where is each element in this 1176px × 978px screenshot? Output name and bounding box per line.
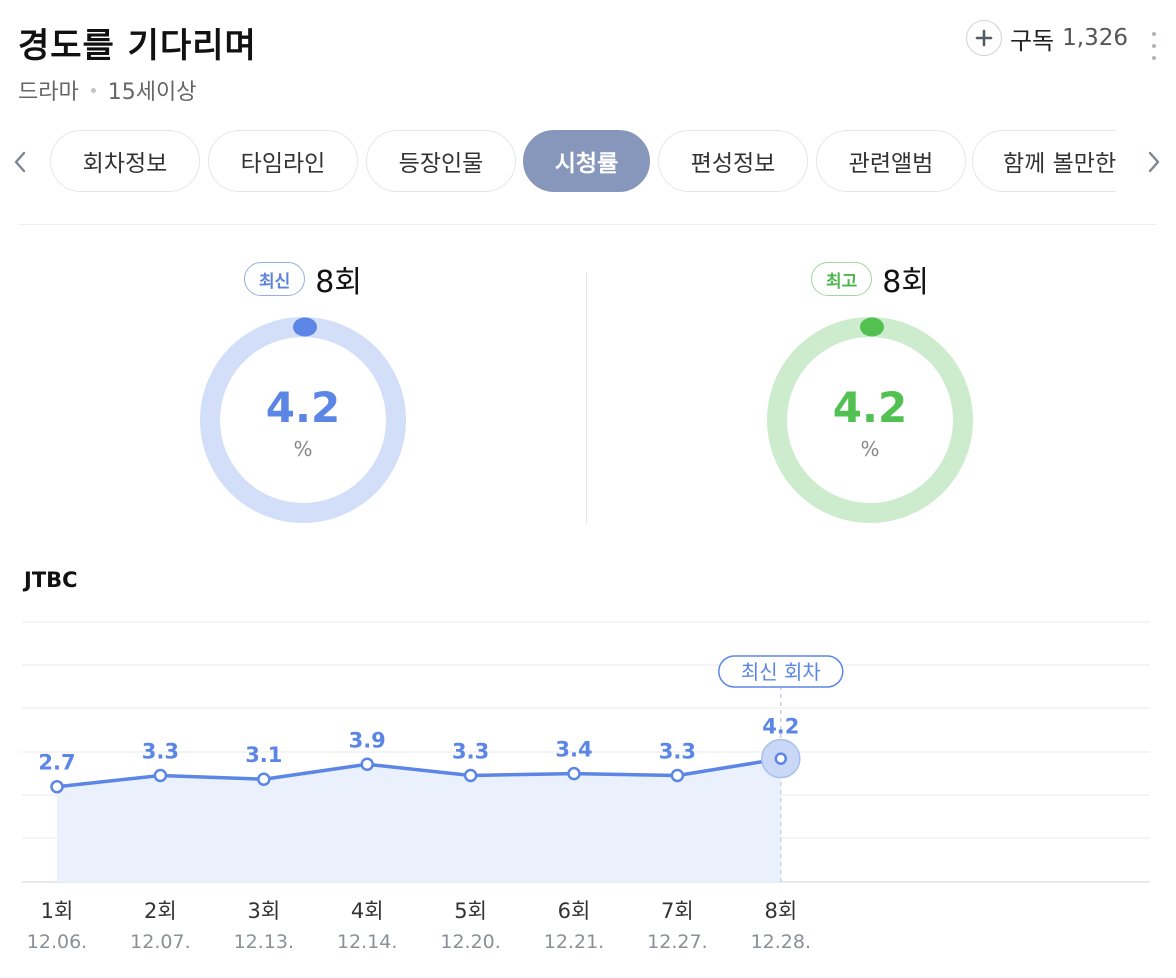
subscribe-label[interactable]: 구독 bbox=[1009, 26, 1055, 55]
latest-episode-callout bbox=[718, 655, 844, 688]
x-date-label: 12.20. bbox=[440, 931, 500, 953]
genre-label: 드라마 bbox=[18, 80, 79, 105]
section-divider bbox=[18, 224, 1156, 225]
x-date-label: 12.21. bbox=[544, 931, 604, 953]
data-point[interactable] bbox=[153, 768, 168, 783]
highest-rating-unit: % bbox=[860, 437, 880, 461]
age-rating-label: 15세이상 bbox=[107, 80, 197, 105]
x-date-label: 12.14. bbox=[337, 931, 397, 953]
data-label: 3.3 bbox=[452, 739, 489, 763]
data-point[interactable] bbox=[360, 757, 374, 772]
latest-badge: 최신 bbox=[244, 262, 306, 296]
separator-dot bbox=[90, 87, 96, 93]
tab-related-albums[interactable]: 관련앨범 bbox=[816, 130, 966, 192]
data-label: 3.1 bbox=[245, 743, 282, 767]
x-tick-label: 2회 bbox=[144, 899, 177, 923]
subscriber-count: 1,326 bbox=[1062, 25, 1128, 51]
program-title: 경도를 기다리며 bbox=[18, 26, 257, 66]
latest-rating-unit: % bbox=[293, 437, 313, 461]
latest-rating-ring: 4.2 % bbox=[193, 310, 413, 530]
x-tick-label: 3회 bbox=[247, 899, 280, 923]
data-point[interactable] bbox=[463, 768, 478, 783]
chevron-left-icon bbox=[14, 151, 26, 173]
latest-episode-callout-text: 최신 회차 bbox=[741, 660, 821, 684]
tab-ratings[interactable]: 시청률 bbox=[523, 130, 650, 192]
x-tick-label: 1회 bbox=[41, 899, 74, 923]
highest-rating-ring: 4.2 % bbox=[760, 310, 980, 530]
latest-rating-value: 4.2 bbox=[265, 383, 341, 432]
x-tick-label: 8회 bbox=[764, 899, 797, 923]
series-line bbox=[56, 756, 782, 789]
data-point[interactable] bbox=[567, 766, 581, 781]
data-label: 2.7 bbox=[38, 751, 75, 775]
x-date-label: 12.13. bbox=[234, 931, 294, 953]
plus-icon bbox=[975, 29, 993, 47]
program-header: 경도를 기다리며 드라마 15세이상 구독 1,326 bbox=[0, 0, 1176, 120]
more-options-icon[interactable] bbox=[1148, 32, 1160, 60]
x-date-label: 12.07. bbox=[130, 931, 190, 953]
x-tick-label: 7회 bbox=[661, 899, 694, 923]
x-date-label: 12.27. bbox=[647, 931, 707, 953]
x-date-label: 12.28. bbox=[751, 931, 811, 953]
tab-scroll-left-button[interactable] bbox=[4, 146, 36, 178]
x-tick-label: 4회 bbox=[351, 899, 384, 923]
x-tick-label: 5회 bbox=[454, 899, 487, 923]
chart-area-fill bbox=[57, 758, 781, 882]
tab-bar: 회차정보 타임라인 등장인물 시청률 편성정보 관련앨범 함께 볼만한 bbox=[0, 128, 1176, 196]
stats-divider bbox=[586, 272, 587, 524]
tab-timeline[interactable]: 타임라인 bbox=[208, 130, 358, 192]
program-meta: 드라마 15세이상 bbox=[18, 74, 196, 106]
chevron-right-icon bbox=[1148, 151, 1160, 173]
highest-rating-value: 4.2 bbox=[832, 383, 908, 432]
tab-characters[interactable]: 등장인물 bbox=[366, 130, 516, 192]
tab-episode-info[interactable]: 회차정보 bbox=[50, 130, 200, 192]
data-point[interactable] bbox=[257, 772, 271, 786]
subscribe-button[interactable] bbox=[965, 20, 1002, 56]
data-point[interactable] bbox=[50, 779, 64, 794]
data-point[interactable] bbox=[774, 752, 788, 765]
tab-schedule[interactable]: 편성정보 bbox=[658, 130, 808, 192]
data-label: 3.3 bbox=[659, 739, 696, 763]
ratings-line-chart: 2.7 1회 12.06. 3.3 2회 12.07. 3.1 3회 12.13. 3.9 4회 12… bbox=[22, 621, 1150, 953]
tab-recommended[interactable]: 함께 볼만한 bbox=[972, 130, 1116, 192]
channel-label: JTBC bbox=[24, 568, 78, 592]
x-date-label: 12.06. bbox=[27, 931, 87, 953]
data-label: 3.9 bbox=[349, 728, 386, 752]
data-label: 3.4 bbox=[555, 738, 592, 762]
latest-episode: 8회 bbox=[315, 265, 362, 300]
highest-badge: 최고 bbox=[811, 262, 873, 296]
data-point[interactable] bbox=[670, 768, 685, 783]
data-label: 4.2 bbox=[762, 715, 799, 739]
tab-scroll-right-button[interactable] bbox=[1138, 146, 1170, 178]
latest-rating-panel: 최신 8회 4.2 % bbox=[153, 256, 453, 530]
subscribe-area: 구독 1,326 bbox=[965, 20, 1128, 56]
x-tick-label: 6회 bbox=[558, 899, 591, 923]
highest-episode: 8회 bbox=[882, 265, 929, 300]
data-label: 3.3 bbox=[142, 739, 179, 763]
highest-rating-panel: 최고 8회 4.2 % bbox=[720, 256, 1020, 530]
tab-list: 회차정보 타임라인 등장인물 시청률 편성정보 관련앨범 함께 볼만한 bbox=[50, 128, 1116, 196]
